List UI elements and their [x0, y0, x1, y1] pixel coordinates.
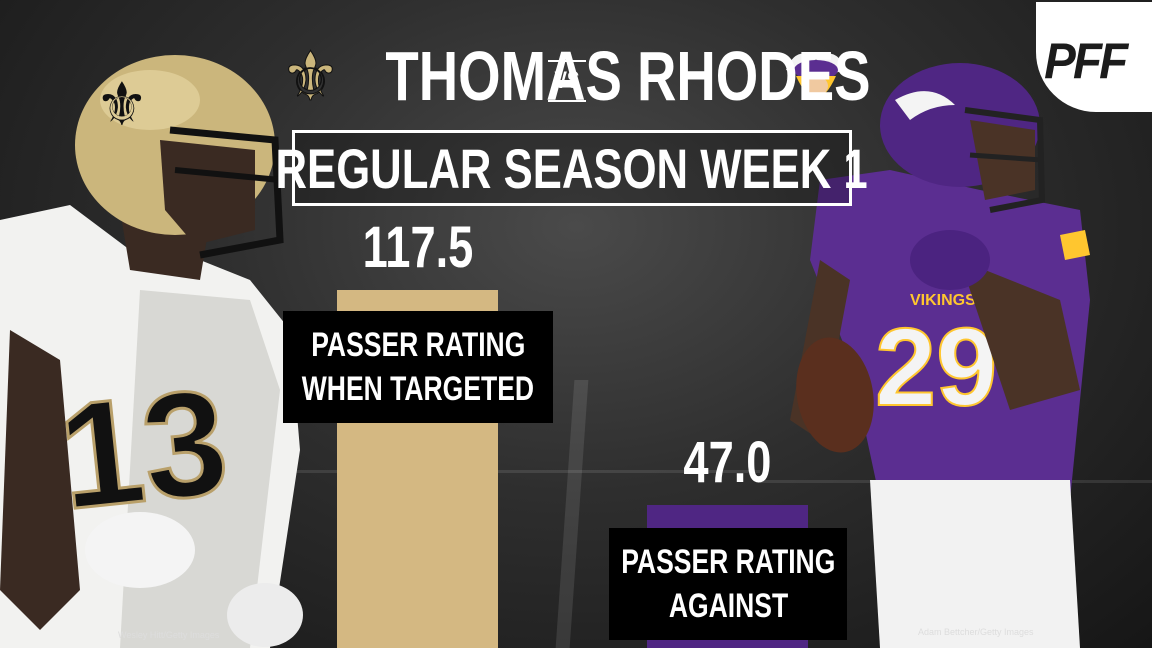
- subtitle-text: REGULAR SEASON WEEK 1: [275, 136, 869, 200]
- value-label-home: 117.5: [362, 215, 473, 280]
- home-player-photo: 13 ⚜: [0, 55, 303, 648]
- metric-label-away-line2: AGAINST: [668, 587, 788, 625]
- away-jersey-number: 29: [875, 306, 997, 429]
- photo-credit-right: Adam Bettcher/Getty Images: [918, 627, 1034, 637]
- value-label-away: 47.0: [683, 429, 772, 495]
- subtitle-banner: REGULAR SEASON WEEK 1: [276, 130, 868, 206]
- away-player-photo: 29 VIKINGS: [790, 63, 1090, 648]
- vikings-logo-icon: [786, 53, 846, 98]
- home-player-name: THOMAS: [385, 37, 622, 115]
- football-icon: [796, 337, 874, 453]
- pff-logo-text: PFF: [1044, 33, 1128, 89]
- away-pants: [870, 480, 1080, 648]
- home-helmet-shine: [100, 70, 200, 130]
- away-arm-right: [960, 260, 1080, 410]
- home-facemask-bar: [174, 167, 281, 183]
- metric-label-home: PASSER RATING WHEN TARGETED: [283, 311, 553, 423]
- home-facemask: [169, 126, 284, 259]
- home-face: [160, 140, 255, 245]
- field-line: [240, 470, 760, 473]
- away-jersey-stripe: [1060, 230, 1090, 260]
- vs-label: VS: [554, 67, 580, 94]
- away-horn-icon: [895, 91, 955, 120]
- away-glove: [910, 230, 990, 290]
- photo-credit-left: Wesley Hitt/Getty Images: [118, 630, 220, 640]
- metric-label-home-line2: WHEN TARGETED: [301, 370, 535, 408]
- away-face: [970, 120, 1035, 200]
- saints-logo-icon: ⚜: [280, 39, 342, 113]
- metric-label-home-line1: PASSER RATING: [310, 326, 526, 364]
- home-arm: [0, 330, 80, 630]
- vs-divider: VS: [548, 60, 586, 102]
- home-glove-2: [227, 583, 303, 647]
- pff-logo: PFF: [1036, 2, 1152, 112]
- away-facemask-bar: [969, 152, 1043, 163]
- metric-label-away-line1: PASSER RATING: [620, 543, 836, 581]
- home-glove: [85, 512, 195, 588]
- fleur-de-lis-helmet-icon: ⚜: [95, 71, 149, 138]
- away-player-name: RHODES: [636, 37, 871, 115]
- svg-text:⚜: ⚜: [280, 39, 341, 112]
- field-line: [555, 380, 589, 648]
- metric-label-away: PASSER RATING AGAINST: [609, 528, 847, 640]
- home-jersey-number: 13: [52, 356, 236, 541]
- away-jersey: [810, 170, 1090, 500]
- away-jersey-wordmark: VIKINGS: [910, 292, 976, 309]
